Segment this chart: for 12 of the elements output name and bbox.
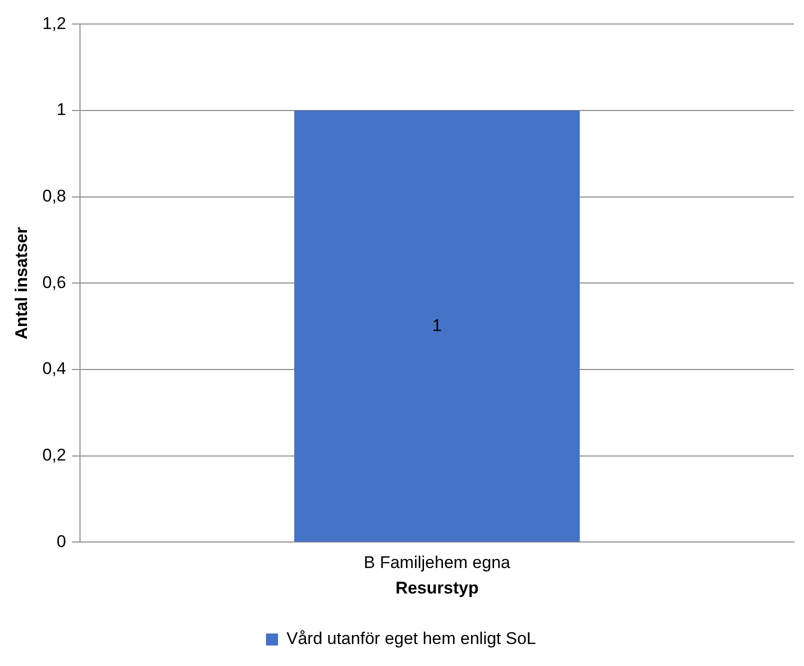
- y-tick-label: 0,6: [42, 272, 66, 292]
- y-tick-label: 0,2: [42, 446, 66, 465]
- data-label: 1: [432, 316, 442, 335]
- y-tick-label: 0,8: [42, 186, 66, 206]
- y-tick-label: 0,4: [42, 359, 66, 378]
- x-axis-title: Resurstyp: [395, 578, 479, 598]
- y-tick-label: 0: [56, 532, 66, 551]
- x-tick-label: B Familjehem egna: [364, 553, 511, 572]
- y-axis-title: Antal insatser: [12, 226, 31, 340]
- y-tick-label: 1,2: [42, 14, 66, 33]
- y-tick-label: 1: [56, 100, 66, 120]
- legend-label: Vård utanför eget hem enligt SoL: [286, 629, 536, 648]
